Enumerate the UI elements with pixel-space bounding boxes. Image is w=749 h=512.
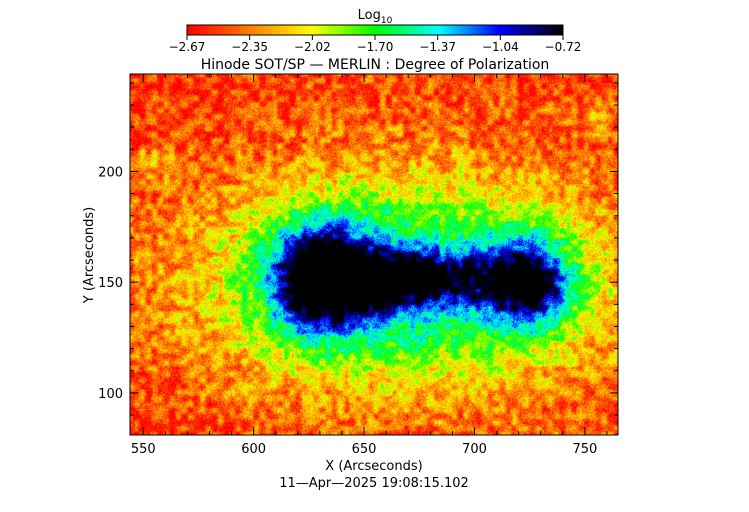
colorbar [186, 24, 564, 36]
colorbar-title: Log10 [358, 8, 393, 26]
plot-frame [129, 73, 619, 436]
x-tick-label: 650 [352, 442, 377, 457]
y-tick-label: 200 [98, 165, 123, 180]
chart-title: Hinode SOT/SP — MERLIN : Degree of Polar… [201, 57, 550, 73]
x-tick-label: 750 [572, 442, 597, 457]
colorbar-tick-label: −2.35 [231, 40, 268, 54]
colorbar-ticks: −2.67 −2.35 −2.02 −1.70 −1.37 −1.04 −0.72 [169, 35, 582, 54]
x-tick-label: 700 [462, 442, 487, 457]
timestamp: 11—Apr—2025 19:08:15.102 [279, 476, 469, 491]
x-axis: 550 600 650 700 750 [131, 74, 608, 457]
colorbar-tick-label: −1.04 [482, 40, 519, 54]
x-axis-label: X (Arcseconds) [325, 459, 422, 474]
x-tick-label: 550 [131, 442, 156, 457]
colorbar-tick-label: −2.67 [169, 40, 206, 54]
polarization-heatmap [130, 74, 618, 435]
y-axis-label: Y (Arcseconds) [82, 207, 97, 304]
colorbar-tick-label: −1.37 [419, 40, 456, 54]
y-tick-label: 150 [98, 276, 123, 291]
y-tick-label: 100 [98, 387, 123, 402]
colorbar-tick-label: −2.02 [294, 40, 331, 54]
x-tick-label: 600 [241, 442, 266, 457]
colorbar-tick-label: −0.72 [545, 40, 582, 54]
colorbar-tick-label: −1.70 [357, 40, 394, 54]
y-axis: 100 150 200 [98, 82, 618, 416]
